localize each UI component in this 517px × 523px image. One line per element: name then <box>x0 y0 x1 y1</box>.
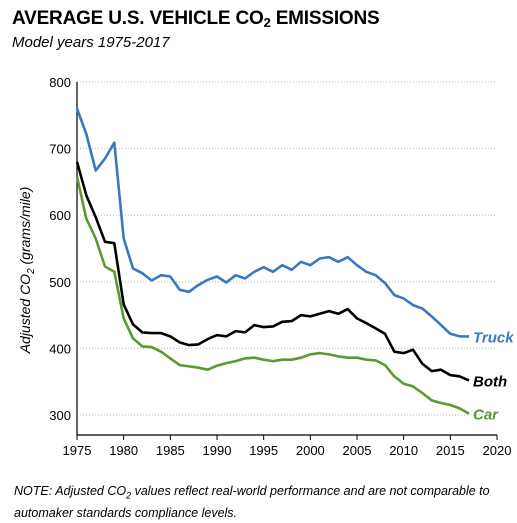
series-line-truck <box>75 108 469 338</box>
x-tick-label: 1985 <box>156 443 185 458</box>
line-chart: 300 400 500 600 700 800 1975 1980 1985 1990 1995 2… <box>17 75 514 458</box>
y-tick-label: 800 <box>49 75 71 90</box>
series-line-both <box>75 161 470 382</box>
x-tick-label: 1995 <box>249 443 278 458</box>
x-tick-label: 2015 <box>436 443 465 458</box>
x-tick-label: 2020 <box>483 443 512 458</box>
series-label-truck: Truck <box>473 329 514 346</box>
x-tick-label: 2010 <box>389 443 418 458</box>
x-tick-label: 1980 <box>109 443 138 458</box>
x-tick-label: 2005 <box>343 443 372 458</box>
y-tick-labels: 300 400 500 600 700 800 <box>49 75 71 423</box>
series-line-car <box>75 176 470 415</box>
footnote: NOTE: Adjusted CO2 values reflect real-w… <box>14 484 490 520</box>
y-tick-label: 300 <box>49 408 71 423</box>
grid-lines <box>77 81 497 416</box>
axes <box>76 82 498 440</box>
chart-title: AVERAGE U.S. VEHICLE CO2 EMISSIONS <box>12 8 380 30</box>
series-label-both: Both <box>473 373 507 390</box>
x-tick-label: 1990 <box>203 443 232 458</box>
y-axis-label: Adjusted CO2 (grams/mile) <box>17 187 37 355</box>
x-tick-labels: 1975 1980 1985 1990 1995 2000 2005 2010 2015 2020 <box>63 443 512 458</box>
series-labels: Truck Both Car <box>473 329 514 423</box>
x-tick-label: 2000 <box>296 443 325 458</box>
series-lines <box>75 108 470 415</box>
chart-subtitle: Model years 1975-2017 <box>12 34 170 51</box>
y-tick-label: 500 <box>49 275 71 290</box>
x-tick-label: 1975 <box>63 443 92 458</box>
y-tick-label: 600 <box>49 208 71 223</box>
y-tick-label: 700 <box>49 142 71 157</box>
series-label-car: Car <box>473 407 499 424</box>
y-tick-label: 400 <box>49 341 71 356</box>
